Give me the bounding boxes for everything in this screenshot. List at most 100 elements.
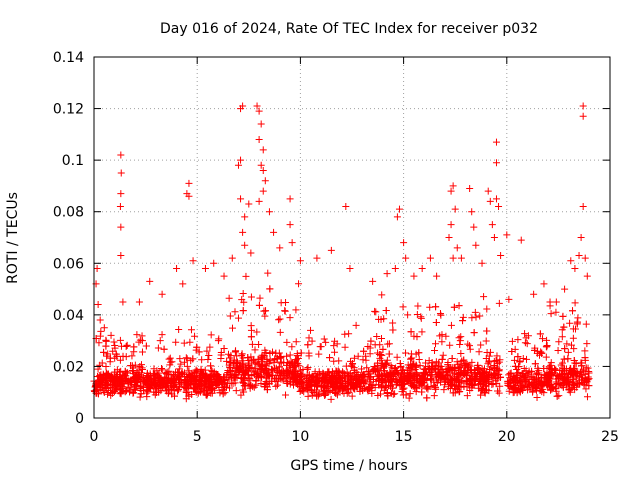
data-point [239,386,247,394]
y-axis-label: ROTI / TECUs [5,192,21,284]
data-point [368,389,376,397]
data-point [122,375,130,383]
data-point [537,382,545,390]
data-point [91,387,99,395]
data-point [571,365,579,373]
data-point [261,361,269,369]
data-point-peak [561,285,569,293]
data-point [398,366,406,374]
chart-title: Day 016 of 2024, Rate Of TEC Index for r… [160,21,538,37]
data-point [176,355,184,363]
data-point [450,369,458,377]
x-tick-label: 5 [193,429,202,445]
data-point [377,350,385,358]
data-point [158,378,166,386]
data-point [133,331,141,339]
data-point [438,375,446,383]
data-point [565,367,573,375]
data-point [578,362,586,370]
data-point-peak [119,298,127,306]
data-point [465,342,473,350]
data-point-peak [346,264,354,272]
data-point [581,370,589,378]
data-point-peak [245,200,253,208]
data-point [439,351,447,359]
data-point [533,370,541,378]
data-point [406,390,414,398]
data-point [486,348,494,356]
data-point [366,370,374,378]
data-point [472,313,480,321]
data-point [483,327,491,335]
data-point [97,376,105,384]
data-point [543,377,551,385]
data-point [175,385,183,393]
data-point [415,356,423,364]
data-point [207,362,215,370]
data-point [311,370,319,378]
data-point [131,386,139,394]
data-point [136,384,144,392]
y-tick-label: 0.02 [53,359,84,375]
data-point [508,337,516,345]
data-point-peak [94,301,102,309]
data-point [305,334,313,342]
data-point [464,364,472,372]
data-point [574,379,582,387]
data-point [312,378,320,386]
data-point [476,380,484,388]
data-point [318,374,326,382]
data-point [314,383,322,391]
data-point [266,357,274,365]
data-point-peak [447,187,455,195]
data-point [192,366,200,374]
data-point [348,360,356,368]
data-point [104,390,112,398]
data-point-peak [581,254,589,262]
data-point [468,314,476,322]
data-point [320,335,328,343]
data-point [585,369,593,377]
data-point [526,381,534,389]
data-point [335,357,343,365]
data-point [186,338,194,346]
data-point [295,280,303,288]
data-point [292,338,300,346]
data-point [226,367,234,375]
data-point-peak [451,205,459,213]
data-point [307,380,315,388]
data-point-peak [257,161,265,169]
data-point [214,379,222,387]
data-point [547,359,555,367]
data-point [492,357,500,365]
data-point [379,345,387,353]
data-point [338,387,346,395]
data-point [234,314,242,322]
data-point [352,380,360,388]
data-point [352,321,360,329]
data-point [246,375,254,383]
data-point [244,354,252,362]
data-point [455,302,463,310]
data-point-peak [253,102,261,110]
data-point [255,340,263,348]
y-tick-label: 0.06 [53,256,84,272]
data-point [265,369,273,377]
data-point-peak [583,272,591,280]
y-tick-label: 0.08 [53,205,84,221]
data-point [374,359,382,367]
data-point [521,374,529,382]
data-point [470,329,478,337]
plot-frame [93,56,611,419]
data-point [412,362,420,370]
data-point [432,340,440,348]
data-point [583,393,591,401]
data-point [333,368,341,376]
data-point [389,384,397,392]
data-point [442,378,450,386]
data-point [341,343,349,351]
data-point [553,392,561,400]
data-point [286,351,294,359]
data-point [540,364,548,372]
data-point [251,359,259,367]
